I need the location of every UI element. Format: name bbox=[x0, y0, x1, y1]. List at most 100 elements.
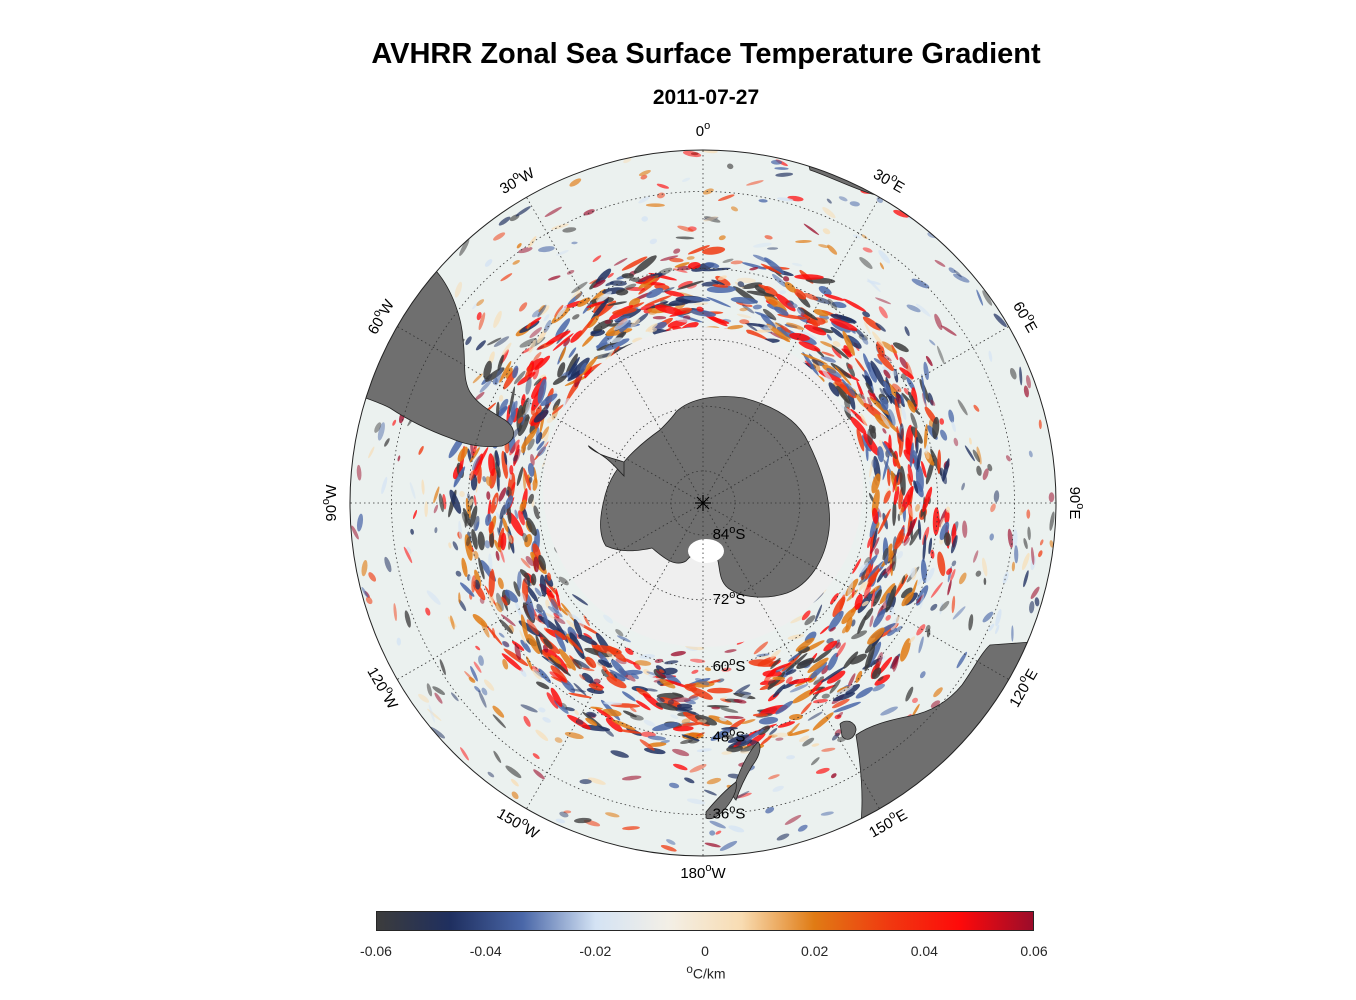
gradient-streak bbox=[789, 729, 810, 736]
gradient-streak bbox=[776, 833, 790, 841]
gradient-streak bbox=[673, 248, 681, 254]
gradient-streak bbox=[467, 448, 472, 463]
gradient-streak bbox=[989, 533, 994, 541]
gradient-streak bbox=[836, 385, 851, 404]
gradient-streak bbox=[493, 336, 510, 347]
gradient-streak bbox=[706, 285, 737, 294]
gradient-streak bbox=[564, 663, 572, 669]
gradient-streak bbox=[585, 656, 597, 669]
gradient-streak bbox=[397, 455, 401, 462]
latitude-label-suffix: S bbox=[735, 526, 745, 543]
gradient-streak bbox=[871, 425, 876, 434]
gradient-streak bbox=[509, 464, 514, 475]
gradient-streak bbox=[586, 301, 605, 308]
gradient-streak bbox=[703, 216, 719, 222]
gradient-streak bbox=[858, 562, 869, 574]
gradient-streak bbox=[681, 718, 691, 725]
gradient-streak bbox=[901, 575, 906, 585]
gradient-streak bbox=[621, 691, 636, 702]
gradient-streak bbox=[851, 630, 868, 640]
gradient-streak bbox=[554, 737, 563, 743]
gradient-streak bbox=[928, 392, 934, 406]
gradient-streak bbox=[691, 669, 699, 674]
gradient-streak bbox=[525, 593, 535, 621]
gradient-streak bbox=[513, 581, 521, 597]
gradient-streak bbox=[361, 559, 368, 577]
gradient-streak bbox=[418, 445, 424, 455]
gradient-streak bbox=[677, 280, 704, 290]
gradient-streak bbox=[555, 588, 561, 612]
latitude-label-suffix: S bbox=[735, 729, 745, 746]
gradient-streak bbox=[645, 203, 665, 208]
gradient-streak bbox=[534, 587, 542, 597]
gradient-streak bbox=[468, 498, 474, 506]
gradient-streak bbox=[526, 322, 531, 330]
gradient-streak bbox=[475, 645, 481, 651]
gradient-streak bbox=[863, 320, 871, 335]
gradient-streak bbox=[770, 662, 792, 672]
gradient-streak bbox=[835, 642, 841, 649]
gradient-streak bbox=[681, 722, 704, 726]
gradient-streak bbox=[498, 395, 504, 402]
gradient-streak bbox=[696, 306, 704, 312]
gradient-streak bbox=[923, 423, 928, 449]
gradient-streak bbox=[959, 572, 967, 585]
polar-map[interactable]: 0o30oE60oE90oE120oE150oE180oW150oW120oW9… bbox=[0, 0, 1356, 900]
gradient-streak bbox=[719, 696, 728, 700]
longitude-label-value: 30 bbox=[497, 175, 520, 198]
gradient-streak bbox=[531, 668, 542, 680]
gradient-streak bbox=[549, 671, 567, 682]
gradient-streak bbox=[904, 326, 910, 337]
gradient-streak bbox=[505, 367, 513, 379]
meridian-line bbox=[702, 326, 1009, 504]
gradient-streak bbox=[569, 178, 582, 187]
gradient-streak bbox=[458, 520, 463, 541]
gradient-streak bbox=[563, 810, 572, 814]
gradient-streak bbox=[554, 304, 564, 318]
gradient-streak bbox=[538, 246, 555, 253]
gradient-streak bbox=[862, 581, 869, 593]
gradient-streak bbox=[616, 729, 642, 734]
gradient-streak bbox=[644, 747, 666, 755]
gradient-streak bbox=[638, 169, 651, 177]
gradient-streak bbox=[915, 503, 920, 512]
gradient-streak bbox=[537, 446, 547, 457]
gradient-streak bbox=[1011, 625, 1014, 642]
gradient-streak bbox=[858, 581, 866, 592]
gradient-streak bbox=[856, 428, 865, 452]
gradient-streak bbox=[656, 183, 670, 189]
gradient-streak bbox=[518, 510, 525, 526]
meridian-line bbox=[526, 197, 704, 504]
longitude-label-suffix: W bbox=[711, 865, 726, 882]
gradient-streak bbox=[655, 670, 667, 679]
longitude-label-value: 30 bbox=[870, 166, 893, 189]
gradient-streak bbox=[861, 567, 868, 579]
gradient-streak bbox=[459, 490, 465, 498]
gradient-streak bbox=[633, 255, 657, 274]
gradient-streak bbox=[629, 707, 637, 713]
gradient-streak bbox=[869, 392, 877, 401]
gradient-streak bbox=[864, 607, 874, 621]
gradient-streak bbox=[605, 328, 633, 337]
gradient-streak bbox=[538, 304, 545, 313]
gradient-streak bbox=[512, 454, 519, 462]
gradient-streak bbox=[572, 314, 580, 320]
gradient-streak bbox=[895, 625, 903, 632]
gradient-streak bbox=[601, 669, 610, 678]
colorbar-tick-label: -0.04 bbox=[469, 943, 502, 959]
gradient-streak bbox=[807, 711, 823, 721]
gradient-streak bbox=[772, 684, 786, 698]
gradient-streak bbox=[745, 322, 772, 328]
gradient-streak bbox=[634, 660, 652, 666]
gradient-streak bbox=[513, 448, 521, 465]
gradient-streak bbox=[492, 705, 505, 718]
latitude-label-suffix: S bbox=[735, 591, 745, 608]
gradient-streak bbox=[706, 687, 733, 694]
gradient-streak bbox=[548, 656, 571, 677]
gradient-streak bbox=[872, 683, 886, 692]
gradient-streak bbox=[538, 615, 561, 633]
gradient-streak bbox=[427, 708, 442, 721]
gradient-streak bbox=[510, 481, 516, 491]
gradient-streak bbox=[925, 567, 935, 583]
gradient-streak bbox=[1039, 539, 1044, 546]
